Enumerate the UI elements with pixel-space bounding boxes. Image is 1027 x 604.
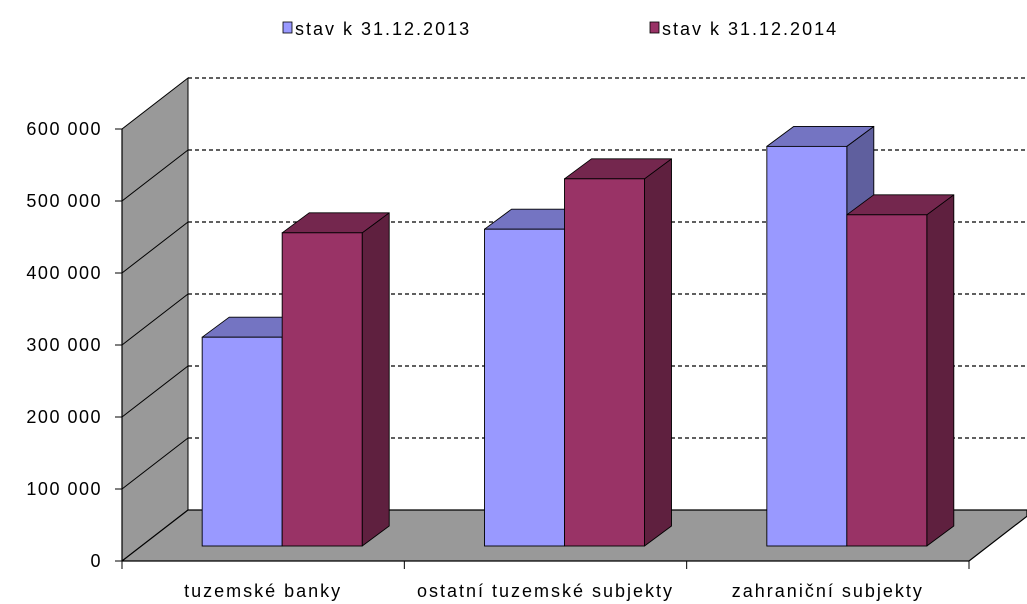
legend-label: stav k 31.12.2014 [662, 19, 838, 39]
bar-front-face [766, 145, 848, 547]
legend-swatch [649, 21, 660, 34]
legend: stav k 31.12.2013 stav k 31.12.2014 [282, 19, 838, 39]
x-category-label: zahraniční subjekty [732, 581, 924, 601]
side-wall-gridline [121, 293, 189, 346]
legend-item: stav k 31.12.2013 [282, 19, 471, 39]
y-tick-label: 0 [90, 551, 102, 571]
bar-side-face [926, 194, 955, 547]
bar-series-2-category-2 [564, 158, 672, 547]
legend-item: stav k 31.12.2014 [649, 19, 838, 39]
y-tick-label: 100 000 [26, 479, 102, 499]
side-wall-gridline [121, 149, 189, 202]
bar-series-2-category-1 [281, 212, 390, 547]
side-wall-gridline [121, 365, 189, 418]
y-tick-label: 500 000 [26, 191, 102, 211]
y-tick-label: 200 000 [26, 407, 102, 427]
side-wall-gridline [121, 437, 189, 490]
bar-side-face [644, 158, 672, 547]
bar-front-face [281, 232, 363, 547]
x-category-label: tuzemské banky [184, 581, 342, 601]
bar-front-face [846, 214, 928, 547]
bar-series-2-category-3 [846, 194, 955, 547]
bar-front-face [484, 228, 565, 547]
bar-side-face [361, 212, 390, 547]
side-wall-gridline [121, 221, 189, 274]
legend-label: stav k 31.12.2013 [295, 19, 471, 39]
x-category-label: ostatní tuzemské subjekty [417, 581, 674, 601]
y-tick-label: 600 000 [26, 119, 102, 139]
y-tick-label: 400 000 [26, 263, 102, 283]
y-tick-label: 300 000 [26, 335, 102, 355]
bar-front-face [564, 178, 645, 547]
legend-swatch [282, 21, 293, 34]
bar-front-face [201, 336, 283, 547]
